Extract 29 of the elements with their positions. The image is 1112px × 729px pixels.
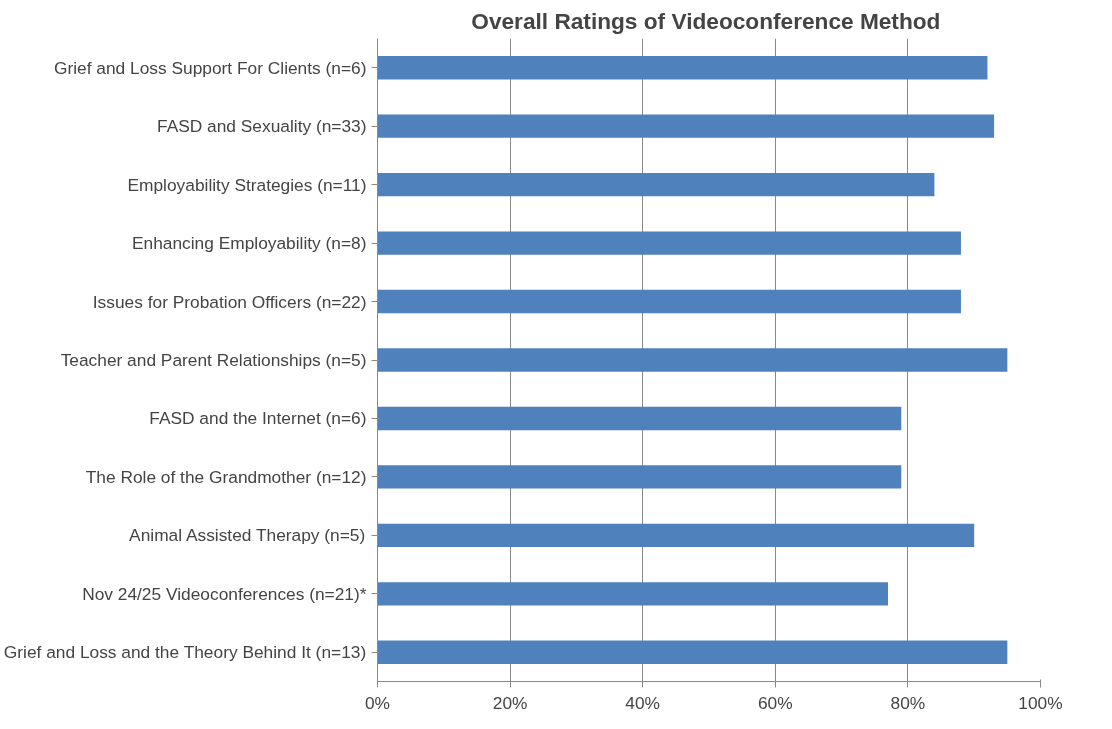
bar: [377, 406, 902, 431]
y-tick-label: Nov 24/25 Videoconferences (n=21)*: [82, 583, 367, 604]
y-tick-label: The Role of the Grandmother (n=12): [85, 466, 367, 487]
y-tick-label: Issues for Probation Officers (n=22): [92, 291, 367, 312]
x-tick-label: 40%: [625, 692, 661, 713]
bar: [377, 231, 961, 255]
bar: [377, 289, 961, 314]
y-tick-label: FASD and the Internet (n=6): [149, 408, 367, 429]
y-tick-label: Grief and Loss Support For Clients (n=6): [53, 57, 367, 78]
x-tick-label: 20%: [492, 692, 528, 713]
y-tick-label: FASD and Sexuality (n=33): [157, 116, 367, 137]
y-tick-label: Teacher and Parent Relationships (n=5): [60, 350, 367, 370]
x-tick-label: 80%: [890, 692, 926, 713]
y-tick-label: Animal Assisted Therapy (n=5): [129, 525, 366, 546]
bar: [377, 114, 995, 138]
x-tick-label: 0%: [364, 692, 391, 713]
x-tick-label: 100%: [1018, 692, 1063, 713]
y-tick-label: Employability Strategies (n=11): [127, 174, 367, 195]
chart-title: Overall Ratings of Videoconference Method: [471, 7, 941, 34]
bar: [377, 348, 1008, 372]
y-tick-label: Enhancing Employability (n=8): [131, 233, 367, 254]
bar: [377, 172, 935, 197]
bar: [377, 56, 988, 80]
bar: [377, 640, 1008, 664]
y-tick-label: Grief and Loss and the Theory Behind It (n=13): [3, 642, 367, 663]
bar: [377, 582, 889, 606]
x-tick-label: 60%: [757, 692, 793, 713]
bar: [377, 465, 902, 489]
bar: [377, 523, 975, 548]
